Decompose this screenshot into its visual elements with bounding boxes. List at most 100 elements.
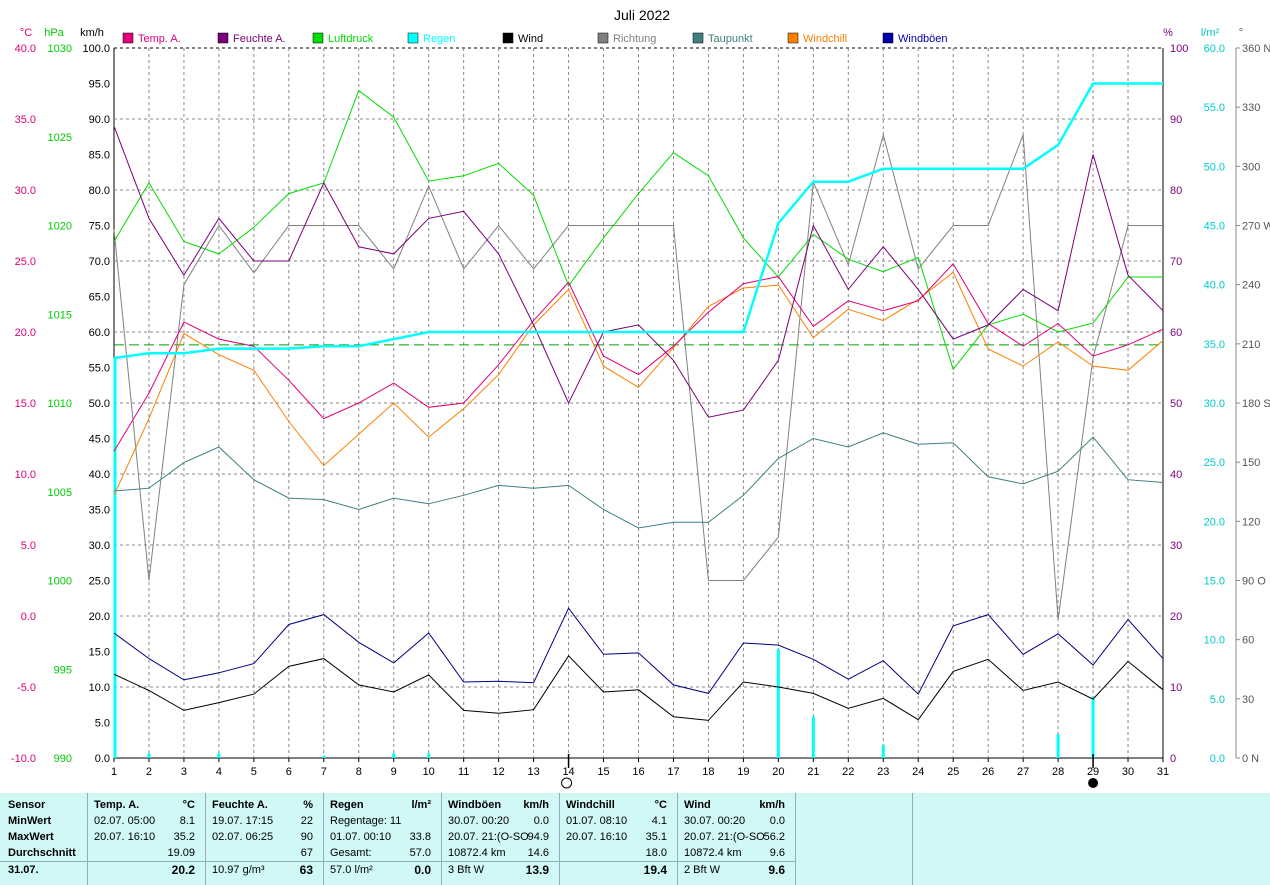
direction-axis-tick: 270 W	[1242, 221, 1270, 233]
stat-cell-label: 02.07. 06:25	[212, 831, 274, 843]
stat-cell-value: 8.1	[179, 815, 195, 827]
direction-axis-tick: 60	[1242, 635, 1254, 647]
direction-axis-tick: 300	[1242, 161, 1260, 173]
grid	[113, 47, 1164, 759]
stat-column-unit: %	[303, 799, 313, 811]
stat-cell-value: 19.4	[643, 863, 667, 877]
stat-cell-value: 57.0	[409, 847, 431, 859]
stat-column-unit: °C	[182, 799, 195, 811]
x-tick-label: 16	[632, 766, 644, 778]
wind-axis-tick: 25.0	[89, 576, 110, 588]
wind-axis-tick: 55.0	[89, 363, 110, 375]
row-label: 31.07.	[8, 864, 39, 876]
wind-axis-tick: 45.0	[89, 434, 110, 446]
humidity-axis-tick: 50	[1170, 398, 1182, 410]
temp-axis-tick: -10.0	[11, 753, 36, 765]
stat-column: Temp. A. °C 02.07. 05:00 8.1 20.07. 16:10 35.…	[88, 793, 206, 885]
wind-axis-tick: 65.0	[89, 292, 110, 304]
rain-axis-tick: 10.0	[1204, 635, 1225, 647]
left-unit-label: hPa	[44, 27, 64, 39]
wind-axis-tick: 75.0	[89, 221, 110, 233]
x-tick-label: 27	[1017, 766, 1029, 778]
stat-cell-value: 35.1	[645, 831, 667, 843]
stat-cell-label: 30.07. 00:20	[684, 815, 746, 827]
x-tick-label: 31	[1157, 766, 1169, 778]
stat-cell-label: 01.07. 08:10	[566, 815, 628, 827]
temp-axis-tick: 5.0	[21, 540, 36, 552]
stat-cell-value: 94.9	[527, 831, 549, 843]
stat-column: Feuchte A.% 19.07. 17:15 22 02.07. 06:25 90 6…	[206, 793, 324, 885]
x-tick-label: 26	[982, 766, 994, 778]
legend-label: Luftdruck	[328, 33, 374, 45]
legend-label: Temp. A.	[138, 33, 181, 45]
rain-axis-tick: 30.0	[1204, 398, 1225, 410]
temp-axis-tick: 40.0	[15, 43, 36, 55]
x-tick-label: 8	[356, 766, 362, 778]
pressure-axis-tick: 1025	[48, 132, 72, 144]
stat-column: Regen l/m² Regentage: 11 01.07. 00:10 33.8 Ge…	[324, 793, 442, 885]
stat-cell-value: 19.09	[167, 847, 195, 859]
series-line-windböen	[113, 607, 1164, 695]
stat-cell-label: 3 Bft W	[448, 864, 485, 876]
legend-label: Feuchte A.	[233, 33, 286, 45]
direction-axis-tick: 180 S	[1242, 398, 1270, 410]
legend-label: Regen	[423, 33, 455, 45]
stat-cell-value: 22	[300, 815, 313, 827]
stat-cell-value: 14.6	[527, 847, 549, 859]
legend-swatch	[217, 32, 229, 44]
row-label: MaxWert	[8, 831, 54, 843]
row-label-column: Sensor MinWert MaxWert Durchschnitt 31.07.	[0, 793, 88, 885]
rain-axis-tick: 0.0	[1210, 753, 1225, 765]
stat-column-unit: km/h	[523, 799, 549, 811]
x-tick-label: 4	[216, 766, 222, 778]
pressure-axis-tick: 1030	[48, 43, 72, 55]
x-tick-label: 11	[458, 766, 469, 778]
left-unit-label: °C	[20, 27, 32, 39]
stat-column: Wind km/h 30.07. 00:20 0.0 20.07. 21:(O-SO 56…	[678, 793, 796, 885]
stat-cell-value: 33.8	[409, 831, 431, 843]
direction-axis-tick: 360 N	[1242, 43, 1270, 55]
stat-column-header: Temp. A.	[94, 799, 140, 811]
direction-axis-tick: 210	[1242, 339, 1260, 351]
x-tick-label: 24	[912, 766, 924, 778]
legend-swatch	[692, 32, 704, 44]
legend-swatch	[502, 32, 514, 44]
stat-cell-value: 0.0	[414, 863, 431, 877]
pressure-axis-tick: 1020	[48, 221, 72, 233]
legend-swatch	[882, 32, 894, 44]
legend-swatch	[122, 32, 134, 44]
rain-daily-bar	[1091, 696, 1095, 758]
axes: 1 2 3 4 5 6 7 8 9 10 11 12 13 14 15 16 17 18 19 20 21 22 23 24 2…	[11, 27, 1270, 778]
wind-axis-tick: 20.0	[89, 611, 110, 623]
stat-cell-label: Regentage: 11	[330, 815, 402, 827]
rain-axis-tick: 20.0	[1204, 516, 1225, 528]
x-tick-label: 6	[286, 766, 292, 778]
stat-cell-label: 30.07. 00:20	[448, 815, 510, 827]
rain-daily-bar	[1056, 734, 1060, 758]
stat-column-header: Regen	[330, 799, 364, 811]
wind-axis-tick: 40.0	[89, 469, 110, 481]
stat-cell-value: 90	[300, 831, 313, 843]
pressure-axis-tick: 995	[54, 664, 72, 676]
x-tick-label: 22	[842, 766, 854, 778]
x-tick-label: 18	[702, 766, 714, 778]
wind-axis-tick: 5.0	[95, 718, 110, 730]
stat-cell-label: 20.07. 16:10	[94, 831, 156, 843]
temp-axis-tick: 15.0	[15, 398, 36, 410]
rain-axis-tick: 5.0	[1210, 694, 1225, 706]
stat-cell-value: 18.0	[645, 847, 667, 859]
series-line-taupunkt	[113, 432, 1164, 529]
x-tick-label: 14	[562, 766, 574, 778]
right-unit-label: %	[1163, 27, 1173, 39]
full-moon-icon	[561, 777, 573, 789]
x-tick-label: 25	[947, 766, 959, 778]
row-label: Sensor	[8, 799, 46, 811]
wind-axis-tick: 50.0	[89, 398, 110, 410]
x-tick-label: 30	[1122, 766, 1134, 778]
direction-axis-tick: 90 O	[1242, 576, 1266, 588]
temp-axis-tick: 10.0	[15, 469, 36, 481]
wind-axis-tick: 85.0	[89, 150, 110, 162]
humidity-axis-tick: 70	[1170, 256, 1182, 268]
rain-bars	[113, 358, 1095, 758]
stat-cell-label: 20.07. 16:10	[566, 831, 628, 843]
